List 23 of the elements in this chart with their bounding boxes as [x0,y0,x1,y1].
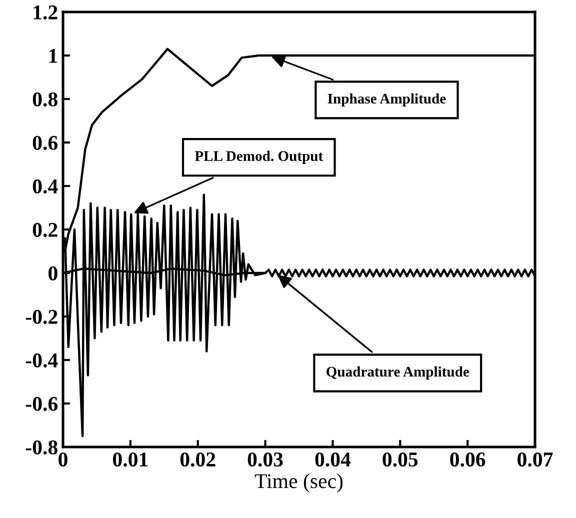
y-tick-label: 0 [48,266,58,280]
x-tick-label: 0 [58,452,68,467]
y-tick-label: -0.2 [26,310,58,324]
x-tick-label: 0.07 [518,452,553,467]
x-tick-label: 0.01 [112,452,148,467]
x-axis-title: Time (sec) [254,474,343,492]
x-tick-label: 0.04 [315,452,351,467]
y-tick-label: 0.2 [32,222,58,238]
x-tick-label: 0.02 [180,452,216,467]
annotation: Inphase Amplitude [328,93,446,107]
y-tick-label: 0.6 [32,136,58,150]
annotation: PLL Demod. Output [194,150,324,164]
x-tick-label: 0.05 [382,452,418,467]
y-tick-label: -0.4 [26,353,58,368]
x-tick-label: 0.06 [450,452,486,467]
annotation: Quadrature Amplitude [326,366,470,380]
y-tick-label: 0.8 [32,92,58,107]
y-tick-label: 1 [49,48,58,63]
y-tick-label: 0.4 [32,179,58,194]
y-tick-label: -0.6 [26,396,58,412]
y-tick-label: -0.8 [26,440,58,455]
x-tick-label: 0.03 [248,452,283,467]
y-tick-label: 1.2 [34,5,58,20]
